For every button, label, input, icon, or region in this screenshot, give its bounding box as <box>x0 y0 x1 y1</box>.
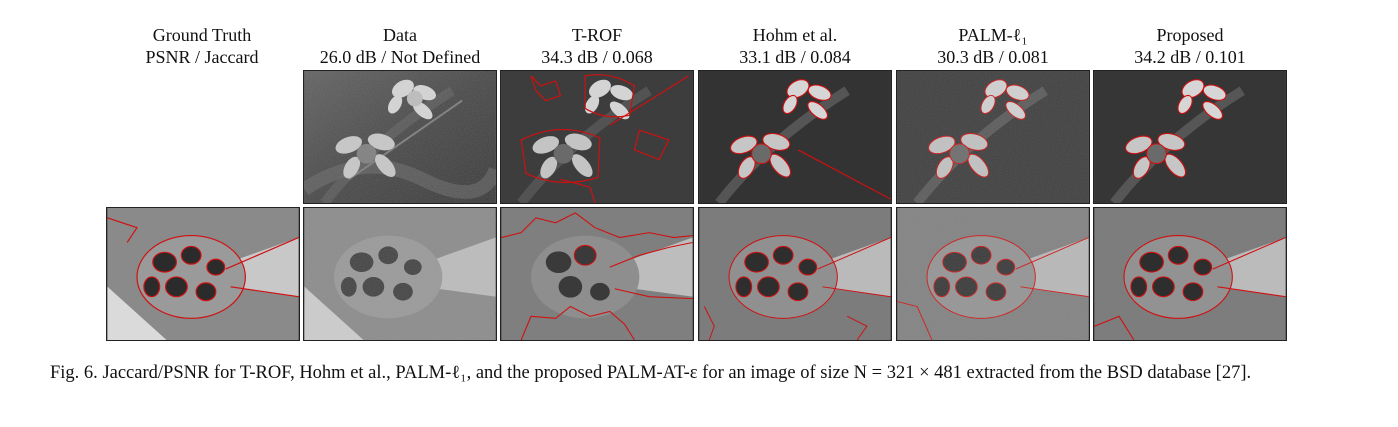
column-metric: 30.3 dB / 0.081 <box>937 47 1049 67</box>
column-header-data: Data 26.0 dB / Not Defined <box>302 24 498 68</box>
column-title: Ground Truth <box>152 25 252 45</box>
flower-data-image <box>304 71 496 203</box>
column-header-palm-l1: PALM-ℓ₁ 30.3 dB / 0.081 <box>895 24 1091 68</box>
flower-proposed-image <box>1094 71 1286 203</box>
ladybug-ground-truth-panel <box>106 207 300 341</box>
figure-caption: Fig. 6. Jaccard/PSNR for T-ROF, Hohm et … <box>50 361 1350 386</box>
flower-hohm-image <box>699 71 891 203</box>
ladybug-proposed-image <box>1094 208 1286 340</box>
column-title: T-ROF <box>571 25 623 45</box>
column-metric: 34.3 dB / 0.068 <box>541 47 653 67</box>
ladybug-palm-l1-image <box>897 208 1089 340</box>
caption-label: Fig. 6. <box>50 363 98 383</box>
flower-proposed-panel <box>1093 70 1287 204</box>
column-title: Hohm et al. <box>752 25 838 45</box>
flower-palm-l1-panel <box>896 70 1090 204</box>
ladybug-data-panel <box>303 207 497 341</box>
flower-data-panel <box>303 70 497 204</box>
caption-text: Jaccard/PSNR for T-ROF, Hohm et al., PAL… <box>102 363 1252 383</box>
column-title: PALM-ℓ₁ <box>958 25 1028 45</box>
column-header-hohm: Hohm et al. 33.1 dB / 0.084 <box>697 24 893 68</box>
column-metric: 26.0 dB / Not Defined <box>319 47 481 67</box>
ladybug-data-image <box>304 208 496 340</box>
column-header-ground-truth: Ground Truth PSNR / Jaccard <box>104 24 300 68</box>
ladybug-hohm-panel <box>698 207 892 341</box>
flower-palm-l1-image <box>897 71 1089 203</box>
flower-hohm-panel <box>698 70 892 204</box>
column-metric: PSNR / Jaccard <box>145 47 259 67</box>
column-metric: 33.1 dB / 0.084 <box>739 47 851 67</box>
column-metric: 34.2 dB / 0.101 <box>1134 47 1246 67</box>
ladybug-trof-panel <box>500 207 694 341</box>
ladybug-hohm-image <box>699 208 891 340</box>
column-header-trof: T-ROF 34.3 dB / 0.068 <box>499 24 695 68</box>
ladybug-proposed-panel <box>1093 207 1287 341</box>
flower-trof-image <box>501 71 693 203</box>
column-title: Data <box>383 25 417 45</box>
ladybug-palm-l1-panel <box>896 207 1090 341</box>
ladybug-ground-truth-image <box>107 208 299 340</box>
ladybug-trof-image <box>501 208 693 340</box>
column-title: Proposed <box>1156 25 1224 45</box>
column-header-proposed: Proposed 34.2 dB / 0.101 <box>1092 24 1288 68</box>
flower-trof-panel <box>500 70 694 204</box>
